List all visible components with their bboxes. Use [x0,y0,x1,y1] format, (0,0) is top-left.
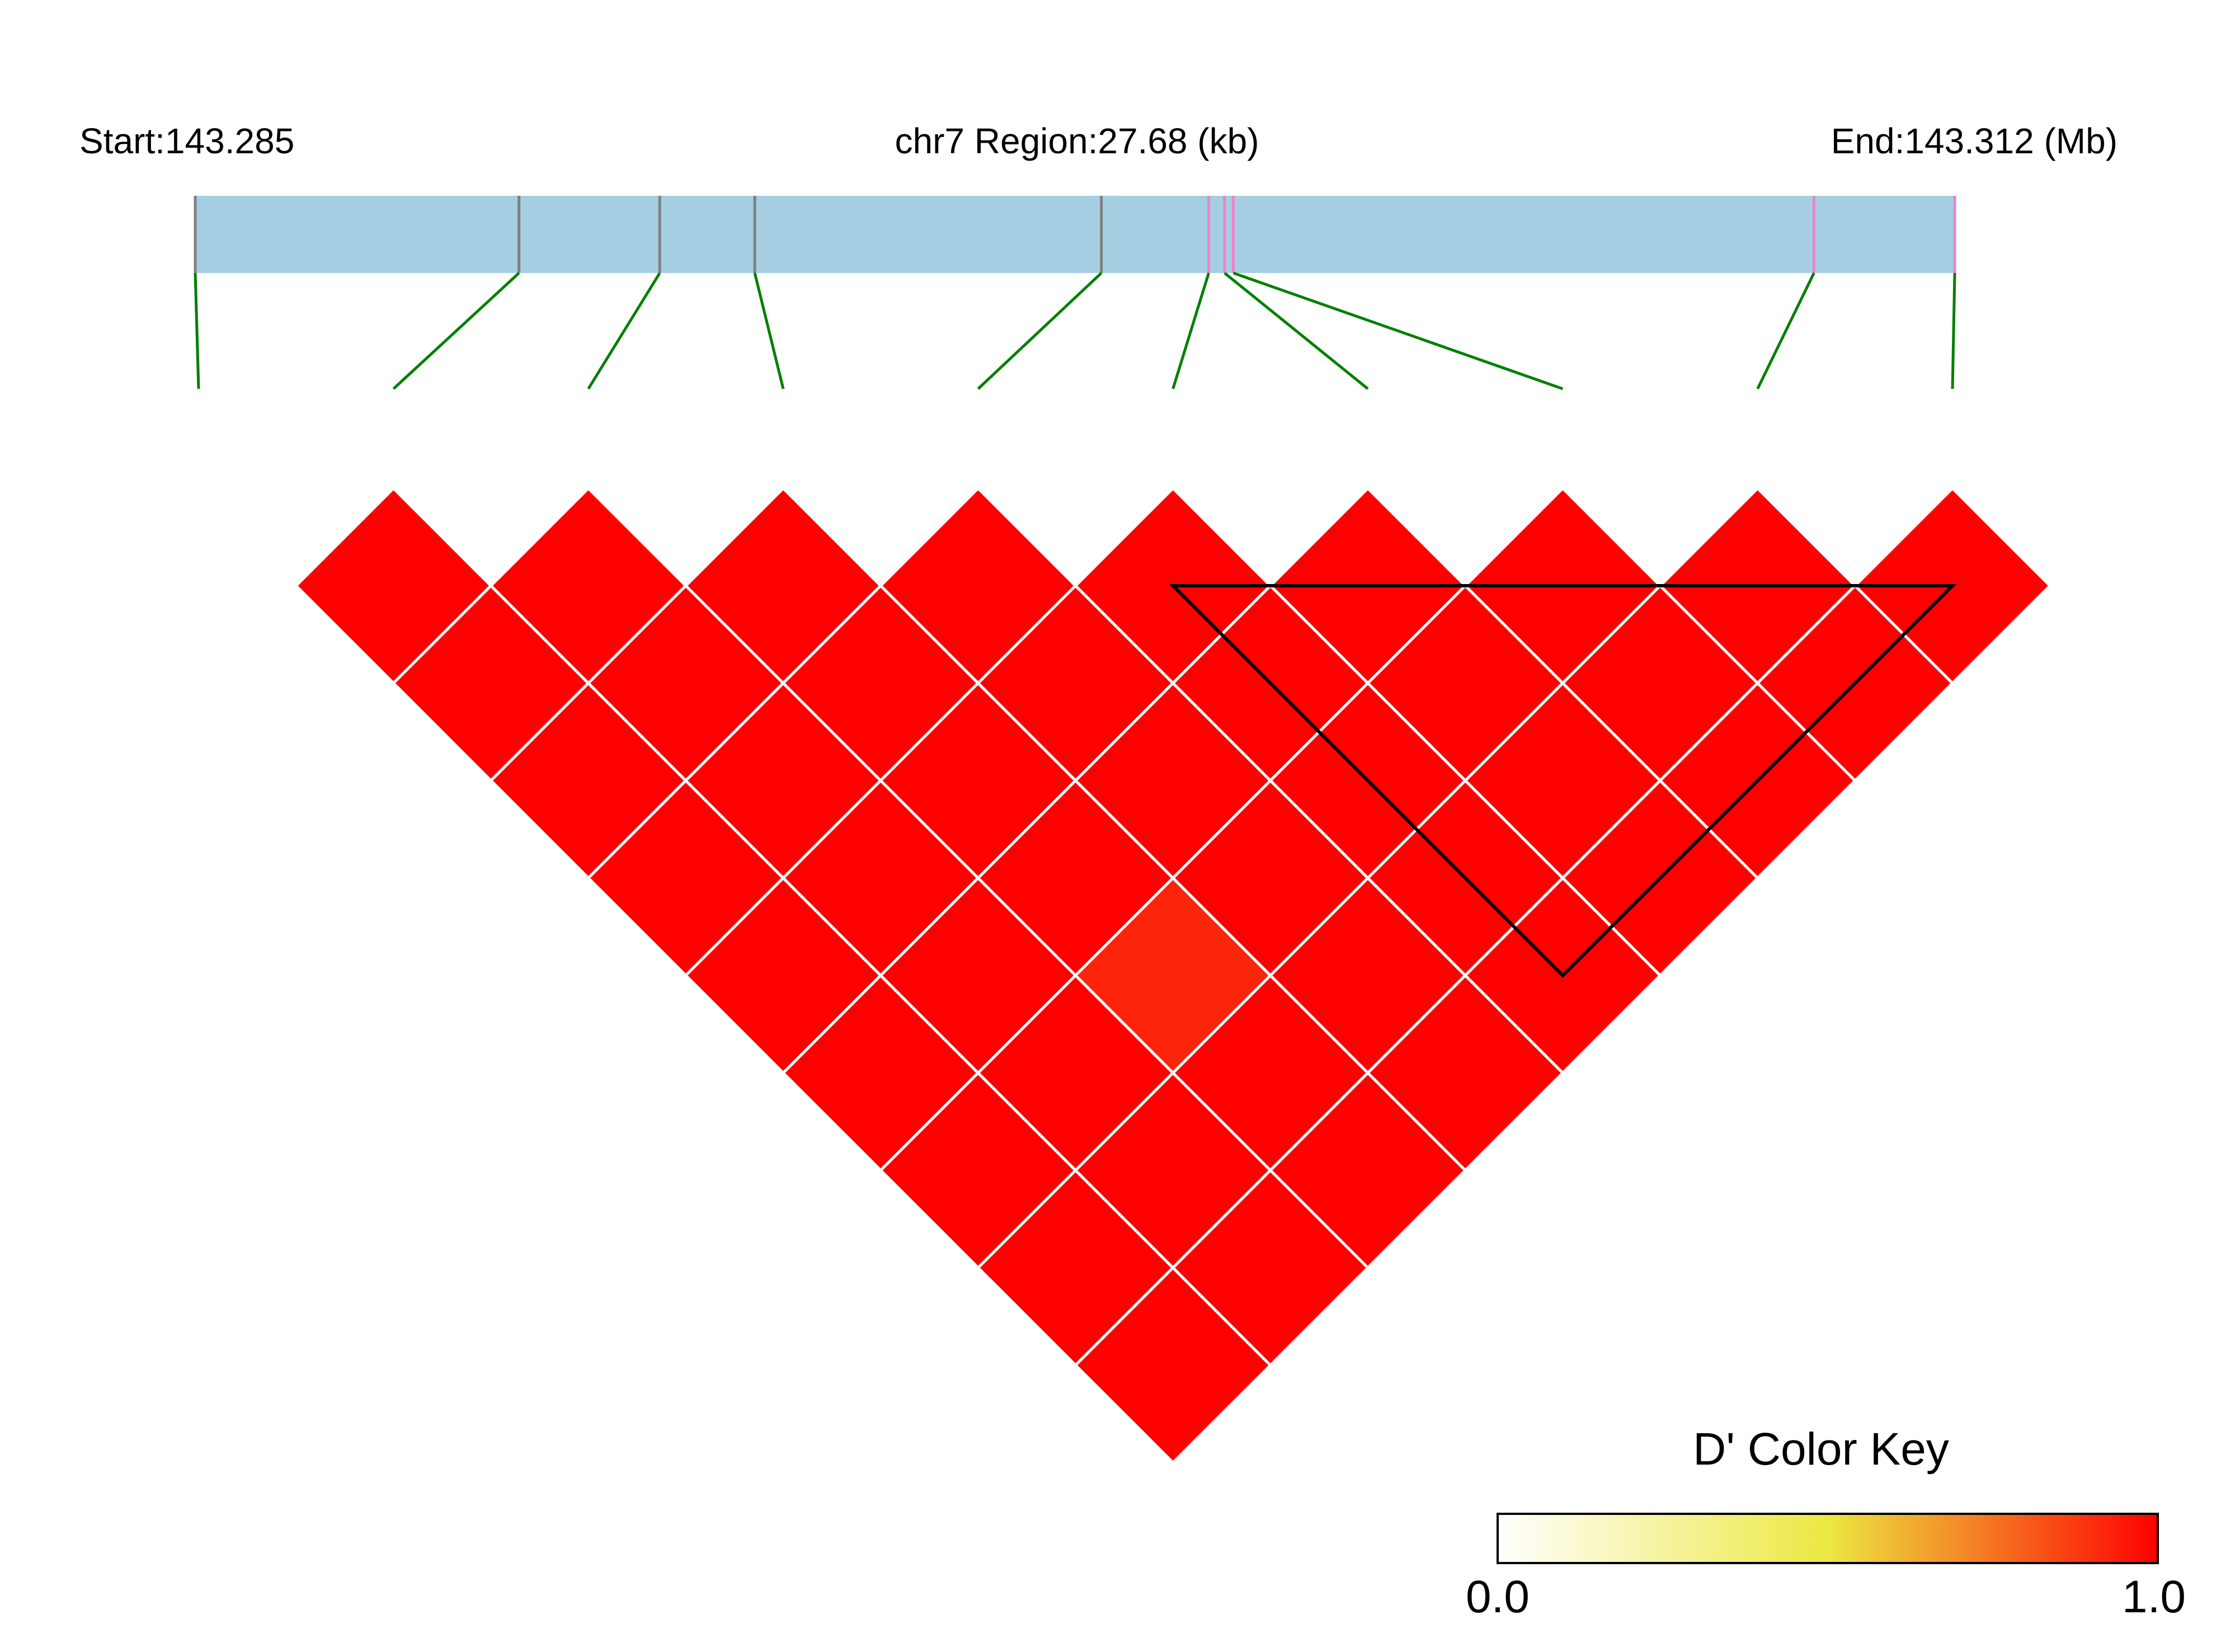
snp-connector [587,272,661,390]
color-key-min-label: 0.0 [1466,1571,1530,1622]
color-key: D' Color Key 0.0 1.0 [1466,1424,2186,1622]
snp-connector [1232,271,1564,390]
snp-connector [1171,272,1210,389]
snp-connector [977,272,1103,390]
snp-connector [1951,272,1956,389]
ld-block-outline [1169,584,1957,978]
region-title-label: chr7 Region:27.68 (kb) [895,121,1259,161]
snp-connector-lines [194,271,1956,390]
snp-connector [1224,272,1369,390]
color-key-gradient [1497,1513,2159,1564]
snp-connector [1756,272,1815,390]
color-key-title: D' Color Key [1693,1424,1949,1475]
snp-connector [194,272,200,389]
region-start-label: Start:143.285 [79,121,294,161]
ld-block-outlines [1169,584,1957,978]
gene-region-bar [195,196,1955,273]
snp-connector [392,272,520,390]
snp-connector [753,272,785,389]
ld-cells [294,486,2052,1465]
color-key-max-label: 1.0 [2122,1571,2186,1622]
region-end-label: End:143.312 (Mb) [1831,121,2118,161]
snp-position-ticks [194,196,1956,273]
